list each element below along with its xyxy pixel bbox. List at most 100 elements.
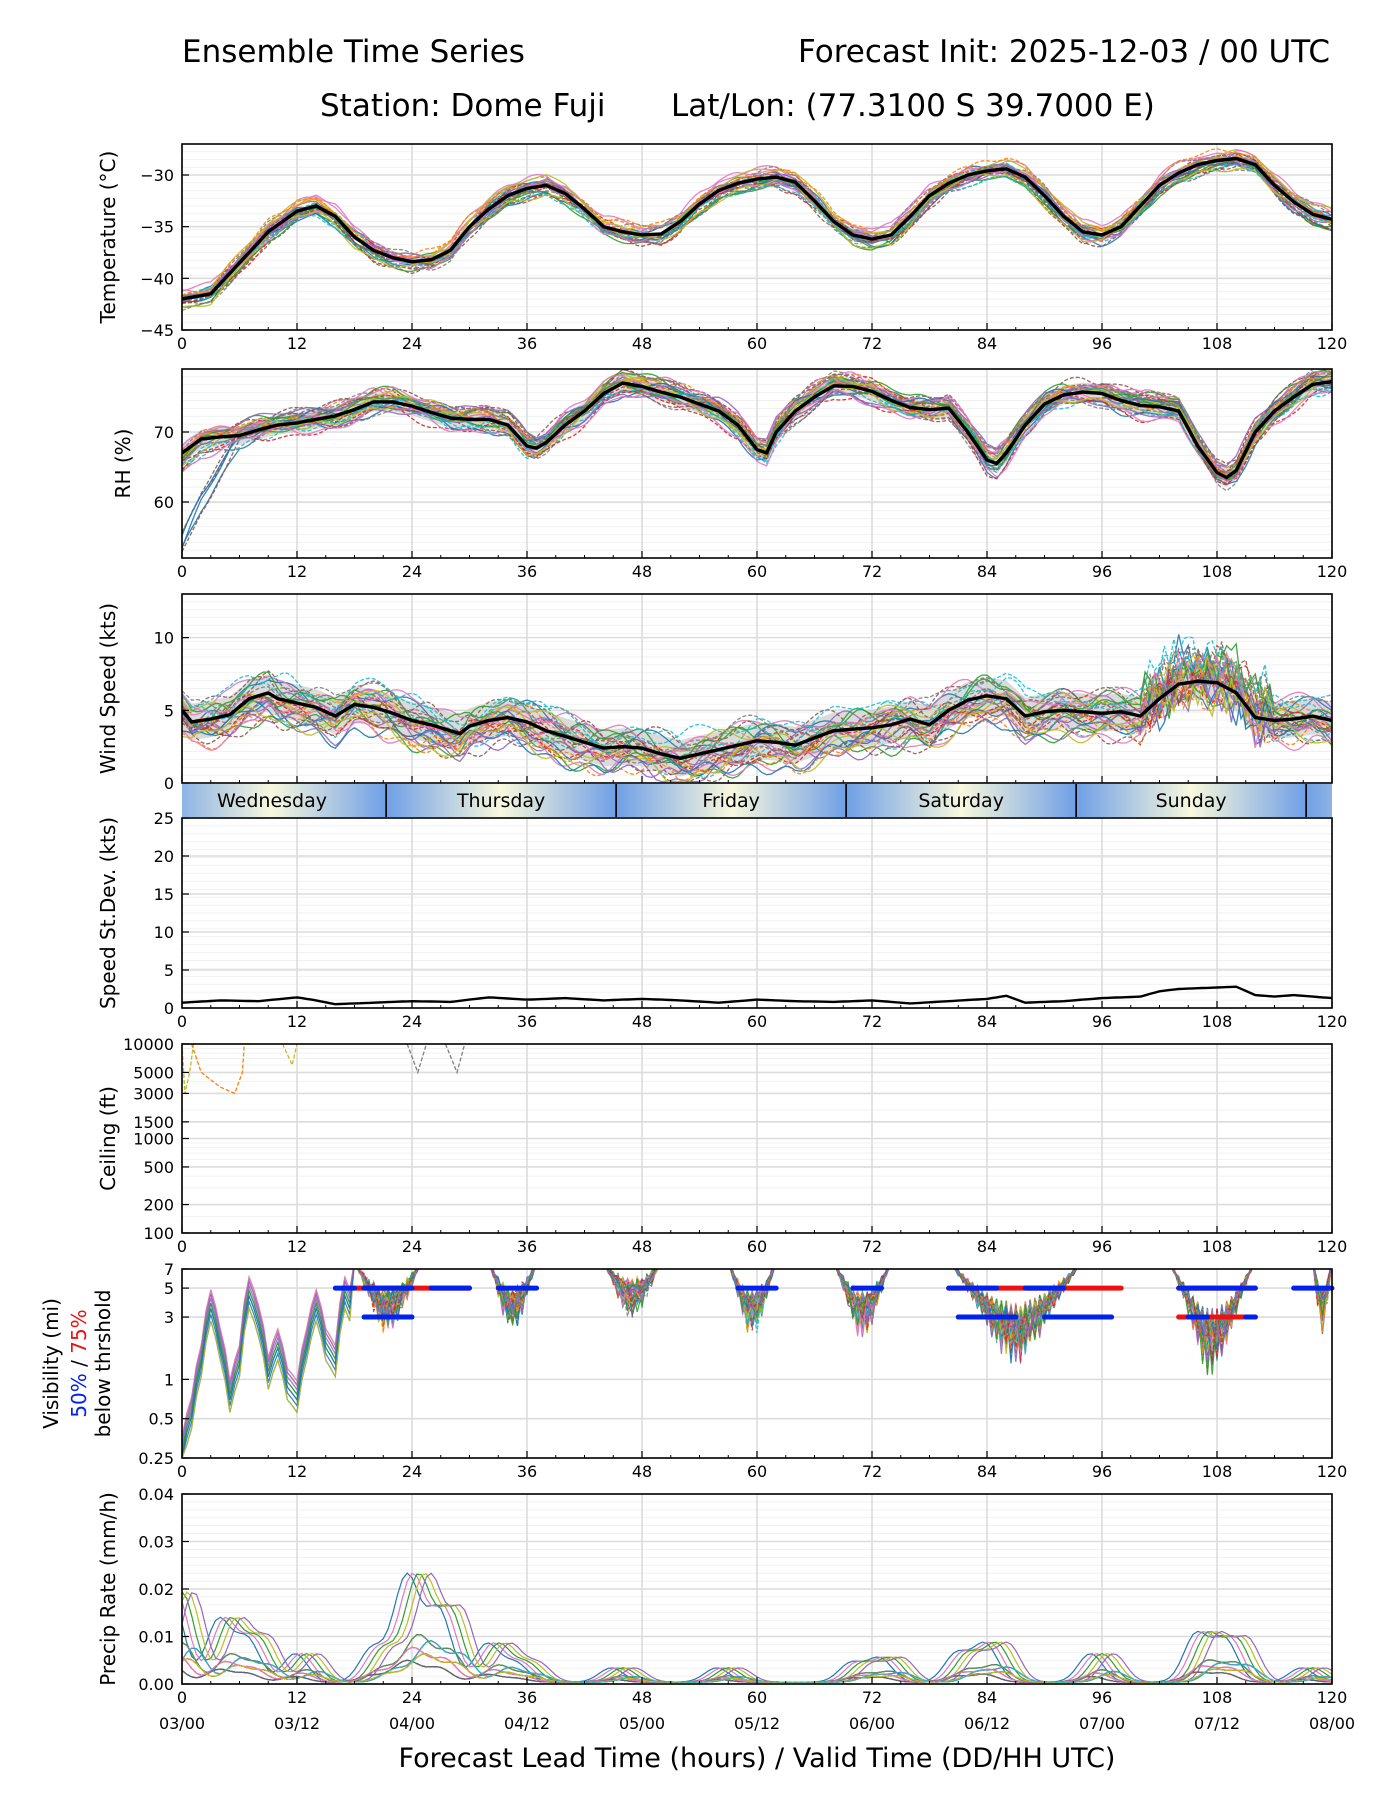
- ensemble-member: [182, 655, 1332, 765]
- x-tick-label: 36: [517, 1462, 537, 1481]
- y-tick-label: 500: [143, 1158, 174, 1177]
- x-tick-label: 72: [862, 334, 882, 353]
- y-tick-label: 25: [154, 809, 174, 828]
- y-tick-label: 0.00: [138, 1675, 174, 1694]
- x-tick-label: 36: [517, 1688, 537, 1707]
- x-tick-label: 48: [632, 1462, 652, 1481]
- x-tick-label: 72: [862, 1012, 882, 1031]
- valid-time-axis: 03/00 03/12 04/00 04/12 05/00 05/12 06/00 06/12…: [159, 1714, 1355, 1733]
- day-label: Thursday: [456, 790, 545, 812]
- panel-ceiling: 0 12 24 36 48 60 72 84 96 108 120 100 200 500 10001500…: [96, 1035, 1347, 1256]
- x-tick-label: 108: [1202, 1237, 1233, 1256]
- ensemble-member: [182, 677, 1332, 783]
- x-tick-label: 24: [402, 334, 422, 353]
- x-tick-label: 72: [862, 1237, 882, 1256]
- y-tick-label: 3000: [133, 1084, 174, 1103]
- x-tick-label: 120: [1317, 1688, 1348, 1707]
- ensemble-member: [182, 148, 1332, 296]
- valid-time-label: 06/12: [964, 1714, 1010, 1733]
- y-axis-label: Visibility (mi) 50% / 75% below thrshold: [39, 1290, 115, 1438]
- ceiling-member: [182, 1044, 195, 1094]
- precip-member: [182, 1640, 1332, 1683]
- y-tick-label: −40: [140, 269, 174, 288]
- y-tick-label: 20: [154, 847, 174, 866]
- chart-title: Ensemble Time Series: [182, 34, 525, 70]
- x-tick-label: 48: [632, 1012, 652, 1031]
- x-tick-label: 120: [1317, 1462, 1348, 1481]
- y-tick-label: 5: [164, 1279, 174, 1298]
- day-segment: [386, 784, 617, 817]
- y-axis-label: Wind Speed (kts): [96, 603, 120, 774]
- x-tick-label: 60: [747, 562, 767, 581]
- x-tick-label: 60: [747, 334, 767, 353]
- x-tick-label: 120: [1317, 1237, 1348, 1256]
- x-tick-label: 120: [1317, 562, 1348, 581]
- day-label: Friday: [702, 790, 760, 812]
- y-tick-label: 7: [164, 1260, 174, 1279]
- ensemble-member: [182, 655, 1332, 778]
- y-tick-label: 10: [154, 629, 174, 648]
- panel-speed_sd: 0 12 24 36 48 60 72 84 96 108 120 0 5 10 15 20 25 Speed S…: [96, 809, 1347, 1031]
- panel-rh: 0 12 24 36 48 60 72 84 96 108 120 60 70 RH (%): [111, 368, 1348, 581]
- x-tick-label: 12: [287, 1462, 307, 1481]
- visibility-member: [358, 1269, 1331, 1362]
- ensemble-member: [182, 385, 1332, 480]
- day-label: Saturday: [918, 790, 1004, 812]
- visibility-member: [358, 1269, 1332, 1358]
- valid-time-label: 07/12: [1194, 1714, 1240, 1733]
- x-tick-label: 120: [1317, 334, 1348, 353]
- plot-area-temperature: [182, 148, 1332, 312]
- x-tick-label: 96: [1092, 562, 1112, 581]
- y-tick-label: 1000: [133, 1130, 174, 1149]
- visibility-member: [182, 1269, 1332, 1458]
- y-axis-label: Temperature (°C): [96, 151, 120, 325]
- threshold-separator: /: [67, 1354, 91, 1373]
- ensemble-mean-line: [182, 679, 1332, 760]
- valid-time-label: 04/00: [389, 1714, 435, 1733]
- x-tick-label: 60: [747, 1012, 767, 1031]
- x-tick-label: 96: [1092, 1237, 1112, 1256]
- x-tick-label: 120: [1317, 1012, 1348, 1031]
- x-tick-label: 108: [1202, 1012, 1233, 1031]
- x-tick-label: 24: [402, 562, 422, 581]
- ensemble-member: [182, 672, 1332, 767]
- panel-precip: 0 12 24 36 48 60 72 84 96 108 120 0.00 0.01 0.02 0.03 0…: [96, 1485, 1347, 1707]
- ensemble-member: [182, 369, 1332, 474]
- y-tick-label: 100: [143, 1224, 174, 1243]
- x-tick-label: 96: [1092, 334, 1112, 353]
- valid-time-label: 05/00: [619, 1714, 665, 1733]
- x-tick-label: 84: [977, 1237, 997, 1256]
- ensemble-member: [182, 372, 1332, 481]
- x-tick-label: 24: [402, 1237, 422, 1256]
- y-axis-label: Ceiling (ft): [96, 1086, 120, 1191]
- threshold-50-label: 50%: [67, 1373, 91, 1417]
- ensemble-mean-line: [182, 156, 1332, 301]
- x-tick-label: 84: [977, 334, 997, 353]
- valid-time-label: 05/12: [734, 1714, 780, 1733]
- x-tick-label: 12: [287, 1237, 307, 1256]
- x-tick-label: 96: [1092, 1012, 1112, 1031]
- ensemble-member: [182, 654, 1332, 753]
- ensemble-member: [182, 649, 1332, 756]
- panel-temperature: 0 12 24 36 48 60 72 84 96 108 120 −45 −40 −35 −30 Tempe…: [96, 143, 1348, 353]
- y-tick-label: 3: [164, 1308, 174, 1327]
- x-tick-label: 72: [862, 562, 882, 581]
- panel-visibility: 0 12 24 36 48 60 72 84 96 108 120 0.25 0.5 1 3 57 Visibi…: [39, 1260, 1348, 1481]
- valid-time-label: 03/00: [159, 1714, 205, 1733]
- x-tick-label: 48: [632, 562, 652, 581]
- day-segment: [1076, 784, 1307, 817]
- y-tick-label: 1500: [133, 1113, 174, 1132]
- y-axis-label-main: Visibility (mi): [39, 1298, 63, 1429]
- y-tick-label: 0.01: [138, 1628, 174, 1647]
- x-tick-label: 12: [287, 562, 307, 581]
- x-tick-label: 60: [747, 1462, 767, 1481]
- x-tick-label: 36: [517, 334, 537, 353]
- y-tick-label: 1: [164, 1370, 174, 1389]
- y-axis-label-below: below thrshold: [91, 1290, 115, 1438]
- y-tick-label: 0.25: [138, 1449, 174, 1468]
- ensemble-member: [182, 164, 1332, 302]
- ensemble-member: [182, 681, 1332, 776]
- x-tick-label: 24: [402, 1012, 422, 1031]
- x-tick-label: 24: [402, 1688, 422, 1707]
- y-tick-label: 200: [143, 1196, 174, 1215]
